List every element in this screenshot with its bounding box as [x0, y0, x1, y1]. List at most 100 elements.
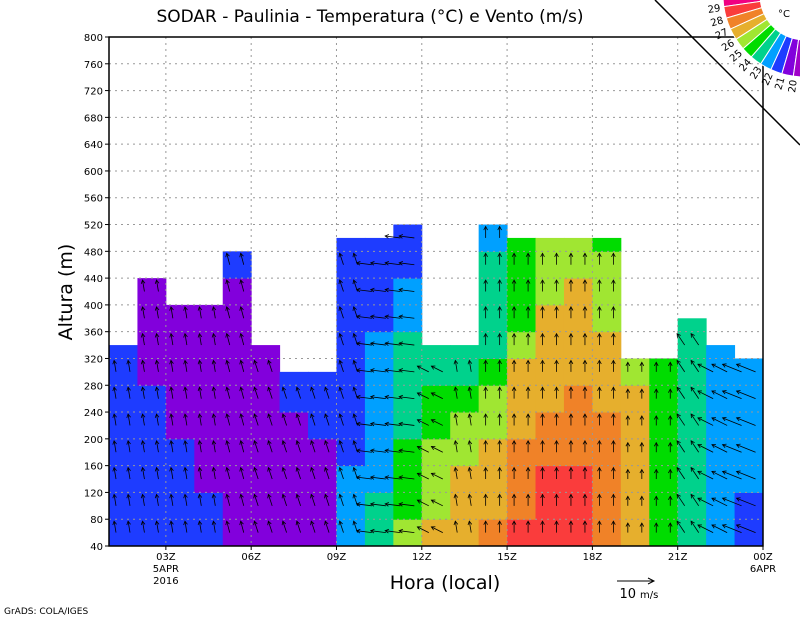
wind-arrow-head	[398, 314, 404, 320]
wind-arrow	[540, 466, 545, 480]
wind-arrow	[355, 528, 372, 534]
temperature-cell	[535, 278, 565, 306]
wind-arrow-head	[369, 475, 375, 480]
wind-arrow-head	[597, 306, 602, 311]
temperature-cell	[308, 385, 337, 413]
wind-arrow	[398, 421, 415, 427]
y-tick-label: 400	[84, 301, 103, 312]
wind-arrow-head	[697, 497, 702, 502]
temperature-cell	[194, 438, 224, 467]
wind-arrow-shaft	[240, 440, 245, 453]
wind-arrow	[338, 332, 344, 346]
wind-arrow	[338, 440, 344, 453]
wind-arrow-head	[653, 522, 659, 527]
wind-arrow	[483, 225, 488, 238]
wind-arrow-head	[540, 493, 545, 499]
wind-arrow-head	[430, 472, 436, 477]
wind-arrow-head	[239, 386, 244, 392]
wind-arrow-shaft	[156, 280, 159, 292]
wind-arrow-shaft	[676, 333, 686, 346]
wind-arrow-head	[281, 386, 287, 392]
wind-arrow	[384, 448, 401, 453]
wind-arrow-head	[154, 520, 160, 526]
wind-arrow-head	[239, 359, 244, 365]
wind-arrow-head	[169, 466, 174, 472]
wind-arrow-head	[582, 493, 588, 499]
wind-arrow-shaft	[240, 467, 245, 480]
wind-arrow-head	[369, 502, 375, 507]
wind-arrow-head	[369, 394, 375, 400]
temperature-cell	[563, 251, 593, 279]
wind-arrow	[398, 234, 415, 239]
wind-arrow-shaft	[240, 306, 245, 319]
wind-arrow	[625, 441, 631, 453]
wind-arrow	[653, 388, 659, 399]
wind-arrow-head	[225, 413, 230, 419]
wind-arrow	[483, 440, 488, 453]
wind-arrow-shaft	[156, 521, 159, 533]
wind-arrow-shaft	[676, 387, 686, 399]
wind-arrow-shaft	[339, 360, 344, 372]
wind-arrow-head	[281, 493, 287, 499]
wind-arrow-shaft	[417, 365, 429, 373]
wind-arrow-head	[711, 470, 716, 475]
wind-arrow-head	[611, 466, 616, 472]
temperature-cell	[109, 358, 138, 386]
temperature-cell	[251, 465, 281, 493]
temperature-cell	[109, 438, 138, 467]
wind-arrow-head	[355, 502, 361, 507]
wind-arrow	[295, 386, 301, 399]
wind-arrow-shaft	[127, 360, 131, 372]
temperature-cell	[364, 304, 394, 333]
wind-arrow-shaft	[454, 494, 458, 506]
wind-arrow	[676, 440, 686, 453]
wind-arrow-shaft	[226, 467, 231, 480]
wind-arrow	[225, 279, 231, 292]
wind-arrow-head	[369, 314, 375, 320]
wind-arrow	[467, 493, 473, 506]
temperature-cell	[279, 465, 309, 493]
wind-arrow-head	[225, 306, 230, 311]
wind-arrow-shaft	[385, 476, 401, 480]
wind-arrow-head	[384, 368, 390, 373]
wind-arrow-head	[497, 279, 502, 284]
temperature-cell	[194, 492, 224, 520]
wind-arrow	[267, 493, 273, 506]
wind-arrow-head	[126, 520, 131, 526]
wind-arrow-head	[225, 466, 230, 472]
wind-arrow	[295, 440, 301, 453]
temperature-cell	[734, 438, 764, 467]
wind-arrow-shaft	[356, 342, 372, 346]
wind-arrow-head	[338, 466, 343, 472]
wind-arrow	[711, 497, 728, 507]
temperature-cell	[109, 345, 138, 359]
wind-arrow-head	[611, 493, 616, 499]
wind-arrow-head	[611, 252, 616, 258]
wind-arrow	[611, 332, 616, 346]
wind-arrow	[697, 444, 714, 453]
wind-arrow-head	[295, 386, 301, 392]
wind-arrow	[525, 413, 531, 426]
wind-arrow-head	[497, 225, 502, 231]
wind-arrow-head	[140, 440, 146, 445]
wind-arrow	[183, 413, 188, 426]
temperature-cell	[109, 519, 138, 547]
wind-arrow	[625, 361, 631, 372]
wind-arrow-shaft	[310, 521, 316, 533]
wind-arrow	[721, 443, 742, 453]
wind-arrow	[653, 468, 659, 480]
wind-arrow-head	[483, 279, 488, 284]
wind-arrow-head	[611, 279, 616, 284]
wind-arrow-head	[352, 440, 357, 445]
temperature-cell	[251, 412, 281, 440]
wind-arrow	[355, 448, 372, 453]
wind-arrow-shaft	[697, 390, 714, 400]
wind-arrow-shaft	[676, 494, 686, 507]
wind-arrow-shaft	[399, 530, 415, 534]
wind-arrow	[511, 332, 517, 346]
wind-arrow-shaft	[156, 306, 159, 319]
wind-arrow	[721, 524, 742, 533]
temperature-cell	[308, 465, 337, 493]
wind-arrow-head	[430, 499, 436, 504]
wind-arrow	[384, 475, 401, 480]
